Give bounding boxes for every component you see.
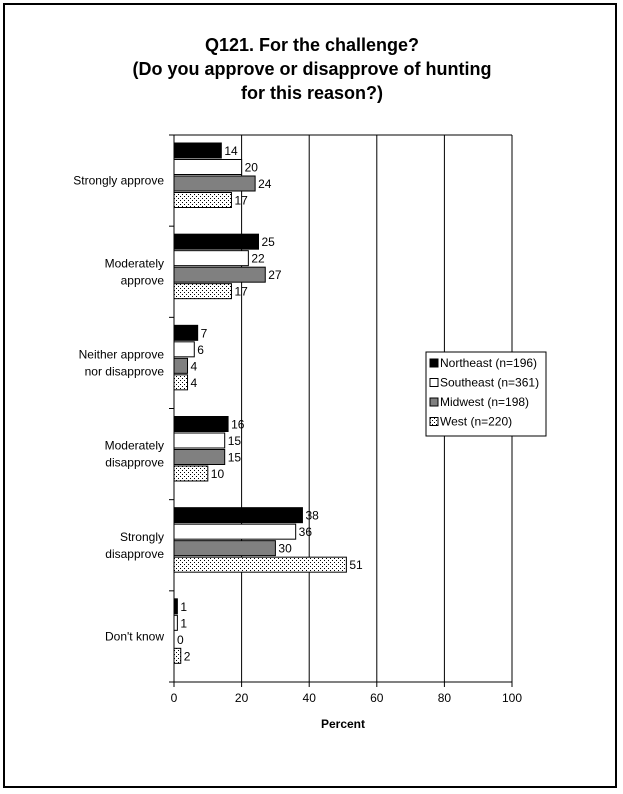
x-tick-label: 0 [171, 691, 178, 705]
category-label: Strongly approve [73, 174, 164, 188]
chart-title-line-3: for this reason?) [240, 83, 383, 103]
bar [173, 250, 249, 267]
data-label: 4 [191, 376, 198, 390]
data-label: 1 [180, 616, 187, 630]
bar [173, 598, 178, 615]
data-label: 17 [234, 194, 248, 208]
category-label: disapprove [105, 456, 164, 470]
legend-swatch [429, 378, 439, 387]
category-label: Moderately [105, 439, 164, 453]
data-label: 10 [211, 467, 225, 481]
bar [173, 142, 222, 159]
bar [173, 540, 276, 557]
chart-title-line-2: (Do you approve or disapprove of hunting [132, 59, 492, 79]
bar [173, 416, 229, 432]
legend-label: Northeast (n=196) [440, 356, 537, 370]
category-label: approve [121, 273, 165, 287]
data-label: 36 [299, 525, 313, 539]
bar [173, 266, 266, 283]
bar [173, 175, 256, 192]
data-label: 7 [201, 326, 208, 340]
bar [173, 614, 178, 631]
bar [173, 465, 209, 482]
legend-label: Midwest (n=198) [440, 395, 529, 409]
category-label: nor disapprove [85, 364, 165, 378]
data-label: 15 [228, 451, 242, 465]
legend-label: West (n=220) [440, 415, 512, 429]
bar [173, 357, 189, 374]
data-label: 4 [191, 359, 198, 373]
x-tick-label: 40 [303, 691, 317, 705]
category-label: Don't know [105, 629, 164, 643]
category-label: Moderately [105, 256, 164, 270]
x-axis-title: Percent [321, 717, 365, 731]
data-label: 6 [197, 343, 204, 357]
x-tick-label: 60 [370, 691, 384, 705]
data-label: 16 [231, 418, 245, 432]
chart-title-line-1: Q121. For the challenge? [204, 35, 420, 55]
bar [173, 341, 195, 358]
data-label: 24 [258, 177, 272, 191]
bar [173, 647, 182, 664]
x-tick-label: 20 [235, 691, 249, 705]
bar [173, 374, 189, 391]
bar [173, 432, 226, 449]
bar [173, 523, 297, 540]
category-label: disapprove [105, 547, 164, 561]
data-label: 14 [224, 144, 238, 158]
data-label: 38 [305, 509, 319, 523]
bar [173, 159, 243, 175]
data-label: 1 [180, 600, 187, 614]
legend: Northeast (n=196) Southeast (n=361) Midwes… [425, 351, 547, 437]
bar [173, 449, 226, 465]
category-label: Neither approve [79, 347, 165, 361]
data-label: 30 [278, 542, 292, 556]
data-label: 27 [268, 268, 282, 282]
bar [173, 233, 259, 250]
x-tick-label: 80 [438, 691, 452, 705]
data-label: 51 [349, 558, 363, 572]
data-label: 0 [177, 633, 184, 647]
legend-label: Southeast (n=361) [440, 376, 539, 390]
category-label: Strongly [120, 530, 164, 544]
data-label: 22 [251, 252, 265, 266]
bar [173, 283, 232, 300]
data-label: 25 [262, 235, 276, 249]
legend-swatch [429, 397, 439, 407]
data-label: 17 [234, 285, 248, 299]
data-label: 2 [184, 649, 191, 663]
chart-title: Q121. For the challenge? (Do you approve… [5, 33, 619, 105]
bar [173, 556, 347, 573]
data-label: 15 [228, 434, 242, 448]
bar [173, 192, 232, 208]
legend-box [425, 351, 547, 437]
legend-swatch [429, 417, 439, 426]
data-label: 20 [245, 161, 259, 175]
bar [173, 324, 199, 341]
legend-swatch [429, 358, 439, 368]
bar [173, 507, 303, 524]
x-tick-label: 100 [502, 691, 522, 705]
